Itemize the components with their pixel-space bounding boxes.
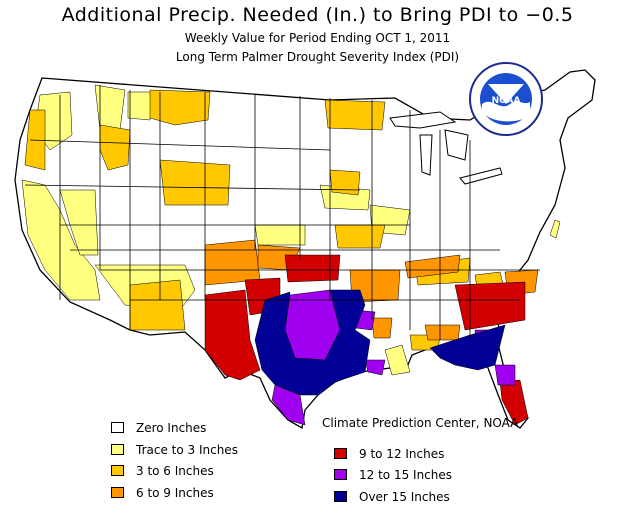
nine-to-twelve-regions [204,254,529,426]
legend-swatch-three-six [111,465,124,476]
index-subtitle: Long Term Palmer Drought Severity Index … [175,50,460,64]
legend-item-trace: Trace to 3 Inches [111,442,301,458]
region-east-texas [254,289,371,396]
legend-swatch-twelve-fifteen [334,469,347,480]
lake-michigan [419,134,433,176]
region-missouri [334,224,386,249]
region-mid-atlantic [549,219,561,239]
region-northern-plains [324,99,386,131]
legend-swatch-six-nine [111,487,124,498]
legend-item-over-fifteen: Over 15 Inches [334,489,524,505]
region-idaho [94,84,126,131]
region-alabama [424,324,461,341]
legend-label-over-fifteen: Over 15 Inches [359,490,450,504]
noaa-logo: NOAA [469,62,543,136]
noaa-logo-text: NOAA [492,96,521,106]
region-pacific-coast [21,179,101,301]
legend-label-six-nine: 6 to 9 Inches [136,486,214,500]
region-mississippi [384,344,411,376]
region-louisiana-north [371,317,393,339]
legend-swatch-zero [111,422,124,433]
credit-line: Climate Prediction Center, NOAA [322,416,519,430]
legend-swatch-over-fifteen [334,491,347,502]
boundary-lines [24,85,540,340]
legend-item-nine-twelve: 9 to 12 Inches [334,446,524,462]
legend-swatch-nine-twelve [334,448,347,459]
legend-label-nine-twelve: 9 to 12 Inches [359,447,445,461]
region-wyoming [159,159,231,206]
region-florida-south [499,379,529,426]
legend-label-trace: Trace to 3 Inches [136,443,238,457]
region-colorado [204,239,261,286]
region-louisiana-coast [364,359,386,376]
region-nevada [59,189,99,256]
region-west-texas [204,289,261,381]
great-lakes [389,111,503,185]
legend-swatch-trace [111,444,124,455]
region-oklahoma [284,254,341,283]
region-southeast-coast [429,324,506,371]
period-subtitle: Weekly Value for Period Ending OCT 1, 20… [184,31,451,45]
state-boundaries [24,85,540,340]
region-minnesota [329,169,361,196]
region-tennessee [404,254,461,279]
lake-huron [444,129,469,161]
region-montana-east [149,89,211,126]
legend-item-six-nine: 6 to 9 Inches [111,485,301,501]
lake-superior [389,111,457,129]
region-montana [127,91,153,121]
region-kansas [254,224,306,246]
map-title: Additional Precip. Needed (In.) to Bring… [61,4,574,26]
region-florida-central [494,364,516,386]
over-fifteen-regions [254,289,506,396]
legend-label-zero: Zero Inches [136,421,207,435]
legend-label-twelve-fifteen: 12 to 15 Inches [359,468,453,482]
legend-item-three-six: 3 to 6 Inches [111,463,301,479]
legend-item-zero: Zero Inches [111,420,301,436]
region-georgia [454,281,526,331]
lake-erie [459,167,503,185]
region-new-mexico [129,279,186,331]
legend-item-twelve-fifteen: 12 to 15 Inches [334,467,524,483]
legend-label-three-six: 3 to 6 Inches [136,464,214,478]
